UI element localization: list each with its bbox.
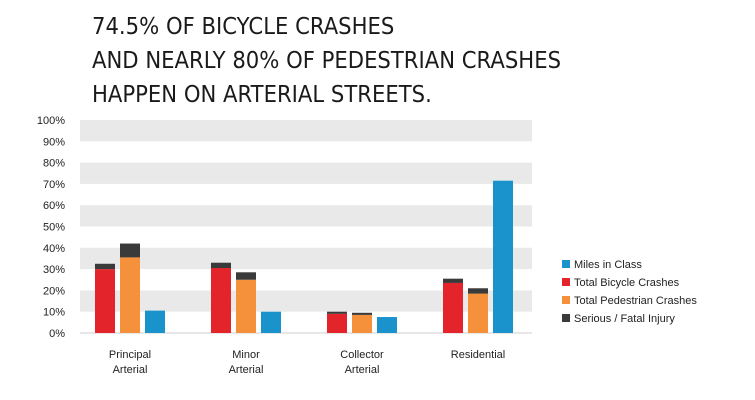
bar-serious-fatal-bicycle <box>211 262 231 269</box>
bar-serious-fatal-pedestrian <box>120 243 140 258</box>
bar-bicycle-crashes <box>443 282 463 333</box>
x-category-label: Minor Arterial <box>229 349 264 376</box>
bar-miles-in-class <box>377 317 397 333</box>
legend-label: Total Bicycle Crashes <box>574 277 680 289</box>
bar-serious-fatal-pedestrian <box>236 272 256 280</box>
y-tick-label: 60% <box>43 200 65 212</box>
grid-band <box>80 162 532 184</box>
y-tick-label: 70% <box>43 179 65 191</box>
bar-pedestrian-crashes <box>468 293 488 333</box>
y-tick-label: 90% <box>43 136 65 148</box>
bar-serious-fatal-bicycle <box>327 311 347 314</box>
bar-miles-in-class <box>145 310 165 333</box>
title-line-1: 74.5% OF BICYCLE CRASHES <box>92 14 395 40</box>
bar-bicycle-crashes <box>327 313 347 333</box>
y-tick-label: 50% <box>43 222 65 234</box>
bar-serious-fatal-bicycle <box>443 278 463 283</box>
bar-serious-fatal-bicycle <box>95 263 115 270</box>
y-tick-label: 40% <box>43 243 65 255</box>
grid-band <box>80 120 532 142</box>
legend-swatch <box>562 260 570 268</box>
grid-band <box>80 290 532 312</box>
legend-swatch <box>562 296 570 304</box>
grid-band <box>80 247 532 270</box>
bar-serious-fatal-pedestrian <box>468 288 488 294</box>
y-tick-label: 0% <box>49 328 65 340</box>
y-tick-label: 100% <box>37 115 65 127</box>
bar-serious-fatal-pedestrian <box>352 312 372 315</box>
legend-label: Total Pedestrian Crashes <box>574 295 697 307</box>
x-category-label: Principal Arterial <box>109 349 151 376</box>
title-line-2: AND NEARLY 80% OF PEDESTRIAN CRASHES <box>92 48 562 74</box>
y-tick-label: 20% <box>43 285 65 297</box>
bar-miles-in-class <box>493 180 513 333</box>
bar-miles-in-class <box>261 311 281 333</box>
legend-swatch <box>562 278 570 286</box>
title-line-3: HAPPEN ON ARTERIAL STREETS. <box>92 82 432 108</box>
bar-pedestrian-crashes <box>236 279 256 333</box>
bar-pedestrian-crashes <box>120 257 140 333</box>
x-category-label: Residential <box>451 349 505 361</box>
legend-label: Miles in Class <box>574 259 642 271</box>
bar-bicycle-crashes <box>211 268 231 333</box>
bar-pedestrian-crashes <box>352 314 372 333</box>
legend-label: Serious / Fatal Injury <box>574 313 675 325</box>
chart-title: 74.5% OF BICYCLE CRASHES AND NEARLY 80% … <box>92 10 681 112</box>
y-tick-label: 10% <box>43 307 65 319</box>
grid-band <box>80 205 532 227</box>
bar-bicycle-crashes <box>95 269 115 333</box>
legend-swatch <box>562 314 570 322</box>
x-category-label: Collector Arterial <box>340 349 384 376</box>
y-tick-label: 80% <box>43 158 65 170</box>
y-tick-label: 30% <box>43 264 65 276</box>
